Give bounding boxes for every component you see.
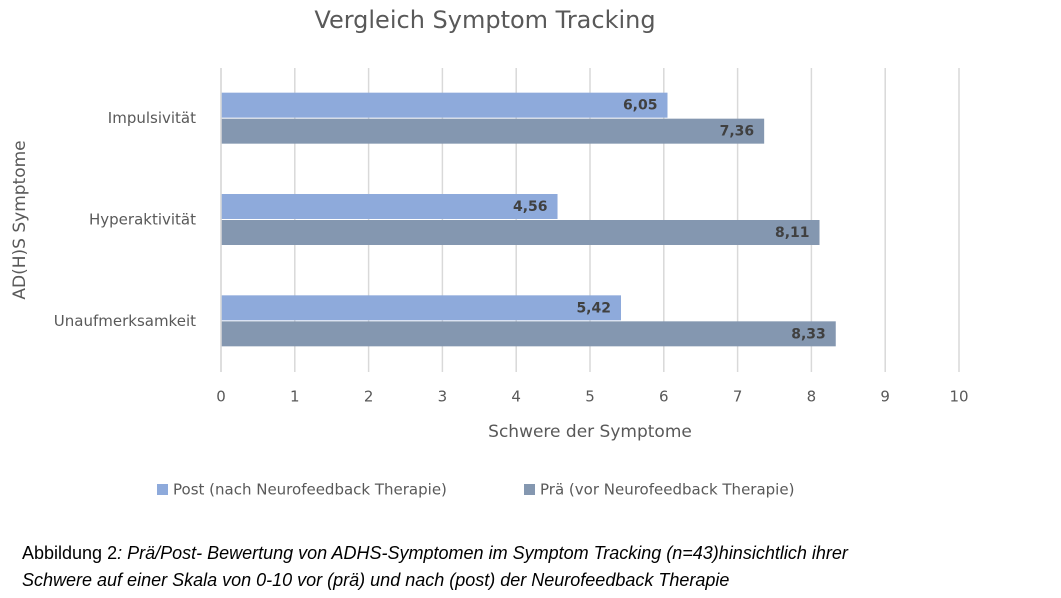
data-label: 7,36 bbox=[720, 124, 755, 140]
caption-label: Abbildung 2 bbox=[22, 543, 118, 563]
bar bbox=[221, 194, 558, 219]
data-label: 8,11 bbox=[775, 225, 810, 241]
data-label: 5,42 bbox=[576, 300, 611, 316]
y-tick-label: Unaufmerksamkeit bbox=[54, 312, 196, 330]
x-tick-label: 10 bbox=[949, 388, 968, 406]
x-tick-label: 5 bbox=[585, 388, 595, 406]
x-tick-label: 9 bbox=[880, 388, 890, 406]
data-label: 4,56 bbox=[513, 199, 548, 215]
y-tick-label: Hyperaktivität bbox=[89, 211, 196, 229]
caption-line: Abbildung 2: Prä/Post- Bewertung von ADH… bbox=[22, 540, 848, 567]
legend-swatch bbox=[524, 484, 535, 495]
data-label: 6,05 bbox=[623, 98, 658, 114]
x-axis-title: Schwere der Symptome bbox=[488, 422, 692, 442]
x-tick-label: 7 bbox=[733, 388, 743, 406]
x-tick-label: 1 bbox=[290, 388, 300, 406]
bar bbox=[221, 118, 765, 144]
legend-label: Prä (vor Neurofeedback Therapie) bbox=[540, 481, 794, 499]
bar bbox=[221, 220, 820, 245]
x-tick-label: 4 bbox=[511, 388, 521, 406]
bar bbox=[221, 295, 621, 321]
legend-label: Post (nach Neurofeedback Therapie) bbox=[173, 481, 447, 499]
x-tick-label: 0 bbox=[216, 388, 226, 406]
x-tick-label: 2 bbox=[364, 388, 374, 406]
y-tick-label: Impulsivität bbox=[108, 109, 196, 127]
legend-swatch bbox=[157, 484, 168, 495]
caption-text: : Prä/Post- Bewertung von ADHS-Symptomen… bbox=[117, 543, 848, 563]
caption: Abbildung 2: Prä/Post- Bewertung von ADH… bbox=[22, 540, 848, 594]
caption-line: Schwere auf einer Skala von 0-10 vor (pr… bbox=[22, 567, 848, 594]
data-label: 8,33 bbox=[791, 326, 826, 342]
chart: Vergleich Symptom Tracking Schwere der S… bbox=[10, 6, 969, 499]
x-tick-label: 6 bbox=[659, 388, 669, 406]
x-tick-label: 8 bbox=[807, 388, 817, 406]
caption-text: Schwere auf einer Skala von 0-10 vor (pr… bbox=[22, 570, 730, 590]
y-axis-title: AD(H)S Symptome bbox=[10, 140, 30, 299]
bar bbox=[221, 92, 668, 118]
bar bbox=[221, 321, 836, 347]
chart-title: Vergleich Symptom Tracking bbox=[314, 6, 655, 34]
x-tick-label: 3 bbox=[438, 388, 448, 406]
